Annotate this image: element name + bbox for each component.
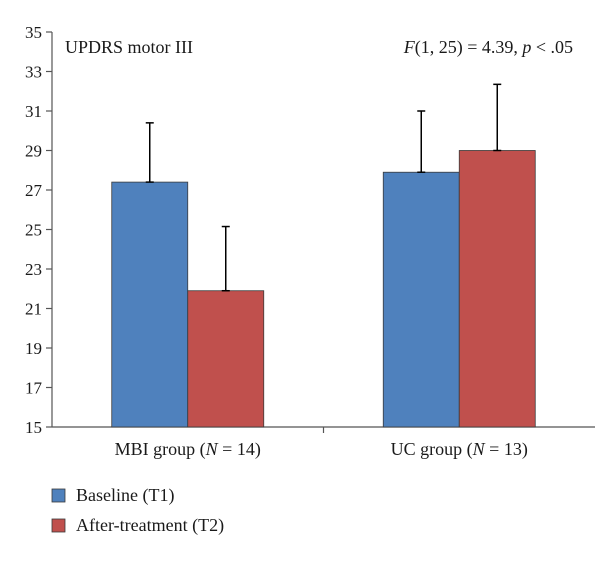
y-tick-label: 15 <box>25 418 42 437</box>
y-tick-label: 33 <box>25 63 42 82</box>
stat-rest: < .05 <box>531 37 573 57</box>
y-tick-label: 31 <box>25 102 42 121</box>
category-label-suffix: = 14) <box>218 439 261 460</box>
y-tick-label: 25 <box>25 221 42 240</box>
legend: Baseline (T1) After-treatment (T2) <box>51 485 224 536</box>
y-tick-label: 27 <box>25 181 43 200</box>
bar <box>187 290 265 428</box>
legend-label: Baseline (T1) <box>76 485 174 506</box>
category-label-suffix: = 13) <box>485 439 528 460</box>
category-label-n: N <box>472 439 486 459</box>
statistic-label: F(1, 25) = 4.39, p < .05 <box>403 37 573 58</box>
stat-p: p <box>520 37 531 57</box>
category-labels: MBI group (N = 14) UC group (N = 13) <box>115 439 528 460</box>
stat-f: F <box>403 37 416 57</box>
y-tick-label: 35 <box>25 23 42 42</box>
x-category-label: UC group (N = 13) <box>391 439 528 460</box>
error-bars <box>145 83 502 292</box>
stat-df: (1, 25) = 4.39, <box>415 37 523 58</box>
bar <box>111 181 189 428</box>
x-category-label: MBI group (N = 14) <box>115 439 261 460</box>
legend-swatch <box>51 488 66 503</box>
measure-label: UPDRS motor III <box>65 37 193 57</box>
bars <box>111 150 536 428</box>
y-tick-label: 29 <box>25 142 42 161</box>
category-label-prefix: UC group ( <box>391 439 473 460</box>
legend-label: After-treatment (T2) <box>76 515 224 536</box>
legend-swatch <box>51 518 66 533</box>
y-tick-label: 21 <box>25 300 42 319</box>
category-label-prefix: MBI group ( <box>115 439 206 460</box>
y-tick-label: 17 <box>25 379 43 398</box>
bar <box>382 171 460 428</box>
y-tick-label: 23 <box>25 260 42 279</box>
y-tick-label: 19 <box>25 339 42 358</box>
bar <box>458 150 536 428</box>
y-ticks: 15 17 19 21 23 25 27 29 31 33 35 <box>25 23 52 437</box>
category-label-n: N <box>205 439 219 459</box>
